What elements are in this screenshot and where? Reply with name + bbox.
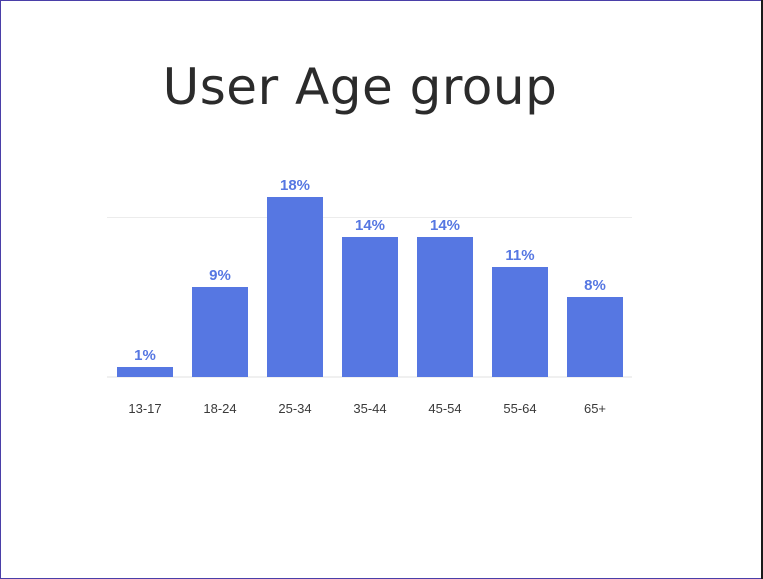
value-label-55-64: 11% bbox=[505, 247, 534, 264]
bar-55-64 bbox=[492, 267, 548, 377]
x-tick-label-18-24: 18-24 bbox=[203, 401, 236, 416]
value-label-13-17: 1% bbox=[134, 347, 156, 364]
bar-25-34 bbox=[267, 197, 323, 377]
chart-title: User Age group bbox=[162, 58, 558, 116]
x-tick-label-13-17: 13-17 bbox=[128, 401, 161, 416]
value-label-65+: 8% bbox=[584, 277, 606, 294]
value-label-35-44: 14% bbox=[355, 217, 385, 234]
x-tick-label-65+: 65+ bbox=[584, 401, 606, 416]
bar-65+ bbox=[567, 297, 623, 377]
value-label-45-54: 14% bbox=[430, 217, 460, 234]
value-label-25-34: 18% bbox=[280, 177, 310, 194]
bars bbox=[117, 197, 623, 377]
x-tick-label-55-64: 55-64 bbox=[503, 401, 536, 416]
bar-35-44 bbox=[342, 237, 398, 377]
x-tick-label-35-44: 35-44 bbox=[353, 401, 386, 416]
value-labels: 1% 9% 18% 14% 14% 11% 8% bbox=[134, 177, 606, 364]
x-tick-label-25-34: 25-34 bbox=[278, 401, 311, 416]
bar-18-24 bbox=[192, 287, 248, 377]
x-tick-labels: 13-17 18-24 25-34 35-44 45-54 55-64 65+ bbox=[128, 401, 606, 416]
x-tick-label-45-54: 45-54 bbox=[428, 401, 461, 416]
bar-13-17 bbox=[117, 367, 173, 377]
bar-45-54 bbox=[417, 237, 473, 377]
slide-edge bbox=[761, 0, 763, 579]
value-label-18-24: 9% bbox=[209, 267, 231, 284]
